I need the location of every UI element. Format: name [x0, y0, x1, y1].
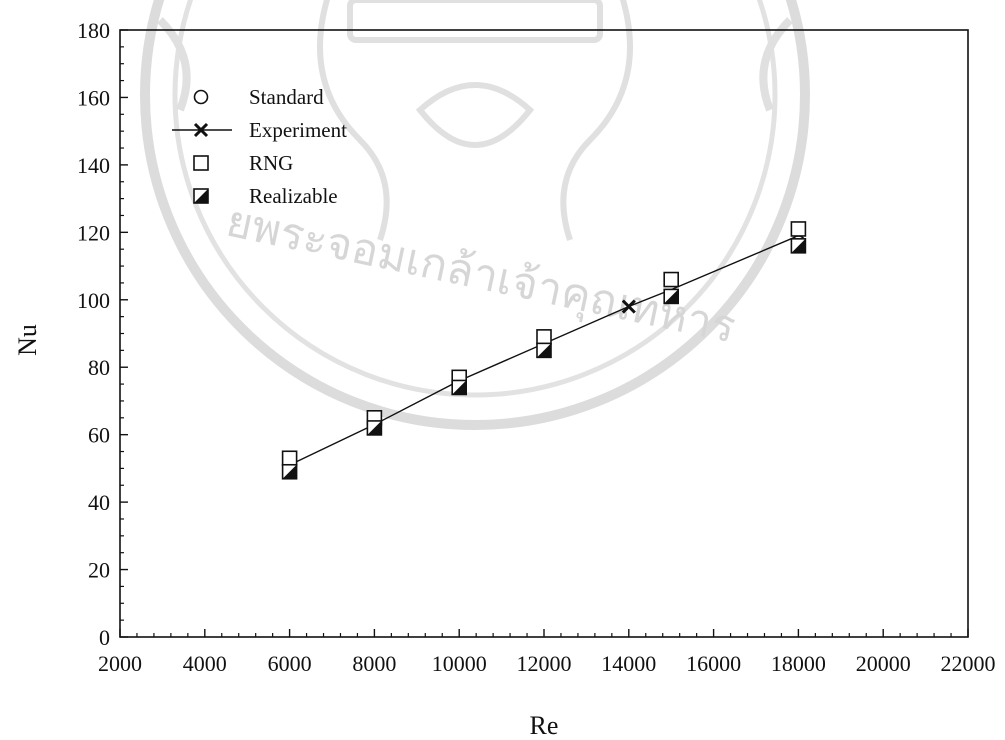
- realizable-point: [366, 420, 383, 436]
- y-tick-label: 180: [77, 18, 110, 43]
- realizable-point-fill: [452, 380, 467, 395]
- x-tick-label: 4000: [183, 651, 227, 676]
- x-tick-label: 10000: [432, 651, 487, 676]
- legend-label: Realizable: [249, 184, 338, 208]
- y-tick-label: 20: [88, 558, 110, 583]
- x-tick-label: 2000: [98, 651, 142, 676]
- legend: Standard Experiment RNG Realizable: [172, 85, 347, 208]
- experiment-point: [621, 299, 636, 314]
- x-tick-label: 20000: [856, 651, 911, 676]
- rng-point: [281, 450, 298, 467]
- y-tick-label: 60: [88, 423, 110, 448]
- x-tick-label: 6000: [268, 651, 312, 676]
- legend-experiment-point: [193, 122, 209, 138]
- realizable-point: [281, 463, 298, 480]
- realizable-point: [536, 342, 552, 359]
- seal-watermark: ยพระจอมเกล้าเจ้าคุณทหาร: [140, 0, 810, 430]
- y-axis-label: Nu: [13, 324, 42, 356]
- x-axis-label: Re: [530, 711, 559, 740]
- realizable-point-fill: [367, 420, 382, 435]
- legend-label: RNG: [249, 151, 293, 175]
- legend-experiment-point-stroke-b: [193, 122, 209, 138]
- series-layer: [281, 221, 807, 480]
- legend-label: Experiment: [249, 118, 347, 142]
- y-tick-label: 0: [99, 625, 110, 650]
- realizable-point-fill: [282, 464, 297, 479]
- realizable-point: [790, 238, 807, 254]
- axes: 2000 4000 6000 8000 10000 12000 14000 16000 1800…: [77, 18, 996, 676]
- y-tick-label: 100: [77, 288, 110, 313]
- realizable-point: [663, 288, 680, 305]
- legend-standard-point: [193, 89, 209, 105]
- x-tick-label: 22000: [941, 651, 996, 676]
- y-tick-label: 120: [77, 220, 110, 245]
- y-tick-label: 40: [88, 490, 110, 515]
- legend-rng-point: [193, 155, 209, 171]
- y-tick-label: 80: [88, 355, 110, 380]
- y-tick-label: 140: [77, 153, 110, 178]
- watermark-text: ยพระจอมเกล้าเจ้าคุณทหาร: [222, 197, 740, 355]
- rng-point: [536, 329, 552, 345]
- x-tick-label: 14000: [601, 651, 656, 676]
- legend-label: Standard: [249, 85, 324, 109]
- legend-realizable-point: [193, 188, 209, 204]
- realizable-point: [451, 379, 468, 396]
- x-tick-label: 16000: [686, 651, 741, 676]
- experiment-point-stroke-b: [621, 299, 636, 314]
- x-tick-label: 18000: [771, 651, 826, 676]
- realizable-point-fill: [664, 289, 679, 304]
- rng-point: [663, 271, 680, 288]
- y-tick-label: 160: [77, 85, 110, 110]
- x-tick-label: 8000: [352, 651, 396, 676]
- realizable-point-fill: [537, 343, 551, 358]
- x-tick-label: 12000: [517, 651, 572, 676]
- realizable-point-fill: [791, 238, 806, 253]
- rng-point: [790, 221, 807, 237]
- legend-realizable-point-fill: [194, 189, 208, 203]
